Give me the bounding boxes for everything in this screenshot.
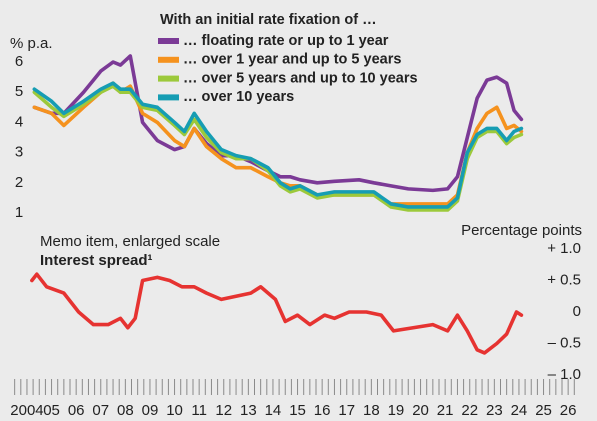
x-tick-label: 09 [142, 402, 159, 419]
y-tick-label: 5 [15, 83, 23, 100]
y-tick-label: 2 [15, 174, 23, 191]
x-tick-label: 10 [166, 402, 183, 419]
y-tick-label: + 1.0 [547, 240, 581, 257]
legend-label: … over 10 years [183, 89, 294, 105]
x-tick-label: 06 [68, 402, 85, 419]
x-tick-label: 15 [289, 402, 306, 419]
x-tick-label: 23 [486, 402, 503, 419]
legend-label: … over 1 year and up to 5 years [183, 52, 401, 68]
x-tick-label: 2004 [10, 402, 43, 419]
x-tick-label: 26 [560, 402, 577, 419]
x-tick-label: 18 [363, 402, 380, 419]
x-tick-label: 16 [314, 402, 331, 419]
panel-title: Memo item, enlarged scale [40, 233, 220, 250]
y2-axis-label: Percentage points [461, 222, 582, 239]
series-line [30, 272, 524, 355]
legend-label: … over 5 years and up to 10 years [183, 70, 418, 86]
y-tick-label: – 1.0 [548, 366, 581, 383]
y-tick-label: 0 [573, 303, 581, 320]
legend-swatch [158, 75, 179, 82]
x-tick-label: 13 [240, 402, 257, 419]
series-line [32, 81, 524, 209]
y-tick-label: 3 [15, 144, 23, 161]
panel-subtitle: Interest spread¹ [40, 252, 153, 269]
y-tick-label: 1 [15, 204, 23, 221]
y-tick-label: 6 [15, 53, 23, 70]
x-tick-label: 24 [511, 402, 528, 419]
y-tick-label: – 0.5 [548, 334, 581, 351]
x-tick-label: 20 [412, 402, 429, 419]
x-tick-label: 22 [461, 402, 478, 419]
legend-label: … floating rate or up to 1 year [183, 33, 389, 49]
x-tick-label: 21 [437, 402, 454, 419]
x-tick-label: 17 [338, 402, 355, 419]
series-line [32, 54, 524, 193]
x-tick-label: 07 [92, 402, 109, 419]
x-tick-label: 25 [535, 402, 552, 419]
y-tick-label: + 0.5 [547, 271, 581, 288]
legend-title: With an initial rate fixation of … [160, 12, 377, 28]
x-tick-label: 11 [191, 402, 207, 419]
legend-swatch [158, 38, 179, 44]
x-tick-label: 12 [215, 402, 232, 419]
x-tick-label: 05 [43, 402, 60, 419]
y-tick-label: 4 [15, 113, 23, 130]
legend-swatch [158, 56, 179, 63]
x-tick-label: 14 [265, 402, 282, 419]
x-tick-label: 19 [388, 402, 405, 419]
y-axis-label: % p.a. [10, 35, 53, 52]
legend-swatch [158, 94, 179, 101]
x-tick-label: 08 [117, 402, 134, 419]
